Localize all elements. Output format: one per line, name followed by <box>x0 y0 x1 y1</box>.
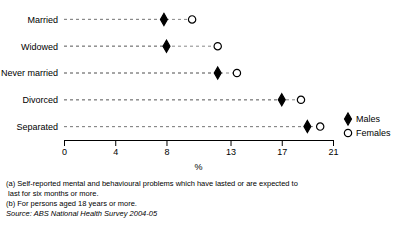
x-tick: 21 <box>328 140 338 157</box>
x-axis-title: % <box>194 162 202 172</box>
y-tick-label: Never married <box>1 68 58 78</box>
leader-line <box>64 73 237 74</box>
chart: 0 4 8 13 17 21% Separated Divorced Never married… <box>0 0 397 227</box>
y-tick: Widowed <box>21 42 58 52</box>
x-tick-label: 0 <box>62 147 67 157</box>
leader-line <box>64 46 218 47</box>
y-tick: Never married <box>1 68 58 78</box>
point <box>278 94 285 106</box>
point <box>214 43 221 50</box>
point <box>233 69 240 76</box>
y-axis: Separated Divorced Never married Widowed Mar… <box>1 7 65 141</box>
x-tick-label: 4 <box>113 147 118 157</box>
x-tick-mark <box>166 140 167 146</box>
footnote: (a) Self-reported mental and behavioural… <box>6 179 298 188</box>
x-tick-label: 21 <box>328 147 338 157</box>
marks <box>64 13 324 132</box>
x-tick: 13 <box>226 140 236 157</box>
x-tick-label: 13 <box>226 147 236 157</box>
x-axis: 0 4 8 13 17 21 <box>62 140 339 157</box>
point <box>304 121 311 133</box>
legend-item: Males <box>345 113 381 125</box>
series-points <box>160 13 310 132</box>
x-tick-mark <box>64 140 65 146</box>
leader-line <box>64 46 166 47</box>
leader-line <box>64 126 320 127</box>
plot: 0 4 8 13 17 21% Separated Divorced Never married… <box>1 7 339 173</box>
x-tick: 4 <box>113 140 118 157</box>
legend-label: Females <box>356 128 391 138</box>
y-tick-label: Widowed <box>21 42 58 52</box>
y-tick-label: Divorced <box>22 95 58 105</box>
x-tick-mark <box>333 140 334 146</box>
leader-line <box>64 19 192 20</box>
point <box>160 13 167 25</box>
point <box>317 123 324 130</box>
source: Source: ABS National Health Survey 2004-… <box>6 209 158 218</box>
x-axis-line <box>65 140 334 141</box>
leader-line <box>64 99 301 100</box>
x-tick-mark <box>115 140 116 146</box>
legend-symbol <box>345 113 352 125</box>
point <box>297 96 304 103</box>
y-tick: Separated <box>16 122 58 132</box>
point <box>214 67 221 79</box>
y-tick-label: Separated <box>16 122 58 132</box>
point <box>163 40 170 52</box>
y-tick-label: Married <box>27 15 58 25</box>
series-points <box>188 16 323 131</box>
legend-symbol <box>344 129 351 136</box>
y-tick: Divorced <box>22 95 58 105</box>
footnote: last for six months or more. <box>6 189 99 198</box>
footnotes: (a) Self-reported mental and behavioural… <box>6 179 298 218</box>
x-tick-mark <box>231 140 232 146</box>
leader-lines <box>64 19 320 126</box>
legend-label: Males <box>356 114 381 124</box>
legend: Males Females <box>344 113 391 138</box>
leader-line <box>64 73 218 74</box>
x-tick: 8 <box>164 140 169 157</box>
x-tick-label: 17 <box>277 147 287 157</box>
point <box>188 16 195 23</box>
x-tick-mark <box>282 140 283 146</box>
x-tick: 17 <box>277 140 287 157</box>
x-tick-label: 8 <box>164 147 169 157</box>
footnote: (b) For persons aged 18 years or more. <box>6 199 137 208</box>
y-tick: Married <box>27 15 58 25</box>
x-tick: 0 <box>62 140 67 157</box>
legend-item: Females <box>344 128 391 138</box>
